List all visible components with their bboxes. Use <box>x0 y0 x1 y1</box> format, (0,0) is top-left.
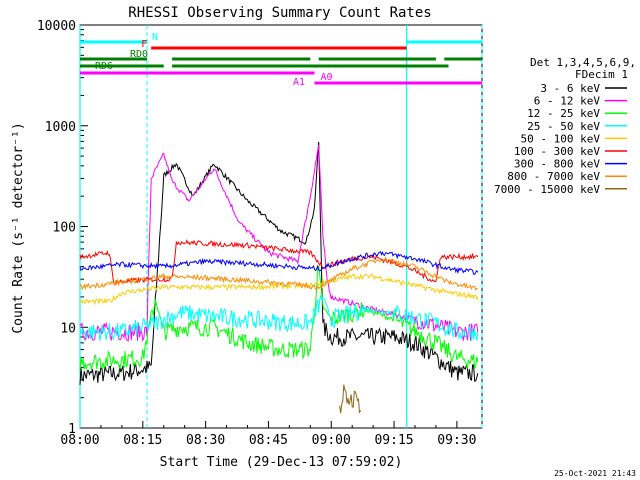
series-line <box>79 144 479 343</box>
plot-frame <box>79 24 483 429</box>
legend-label: 25 - 50 keV <box>527 120 600 133</box>
series-line <box>79 265 479 371</box>
legend-label: 12 - 25 keV <box>527 107 600 120</box>
x-tick-label: 08:00 <box>60 433 99 448</box>
legend-label: 50 - 100 keV <box>521 132 601 145</box>
y-axis-label: Count Rate (s⁻¹ detector⁻¹) <box>11 122 26 333</box>
x-tick-label: 09:30 <box>437 433 476 448</box>
x-axis-label: Start Time (29-Dec-13 07:59:02) <box>160 455 403 470</box>
flag-label: A1 <box>293 77 305 88</box>
legend-header-2: FDecim 1 <box>575 68 628 81</box>
y-tick-label: 1000 <box>45 120 76 135</box>
y-tick-label: 10000 <box>37 19 76 34</box>
x-tick-label: 09:00 <box>312 433 351 448</box>
series-group <box>79 141 479 414</box>
legend-label: 100 - 300 keV <box>514 145 600 158</box>
legend-label: 300 - 800 keV <box>514 158 600 171</box>
legend-label: 7000 - 15000 keV <box>494 183 600 196</box>
flag-label: RD0 <box>130 49 148 60</box>
time-markers <box>79 25 483 428</box>
flag-label: F <box>141 39 147 50</box>
series-line <box>79 239 479 286</box>
legend-label: 3 - 6 keV <box>540 82 600 95</box>
legend-label: 800 - 7000 keV <box>507 170 600 183</box>
axis-ticks: 08:00 08:15 08:30 08:45 09:00 09:15 09:30 1 10 10… <box>37 19 477 448</box>
series-line <box>79 256 478 291</box>
series-line <box>79 250 479 275</box>
series-line <box>79 295 479 341</box>
x-tick-label: 08:45 <box>249 433 288 448</box>
legend-header-1: Det 1,3,4,5,6,9, <box>530 56 636 69</box>
y-tick-label: 100 <box>53 221 76 236</box>
series-line <box>79 141 479 385</box>
flag-label: N <box>152 32 158 43</box>
series-line <box>339 384 362 414</box>
x-tick-label: 08:30 <box>186 433 225 448</box>
flag-label: RD6 <box>95 61 113 72</box>
footer-date: 25-Oct-2021 21:43 <box>554 469 636 478</box>
y-tick-label: 10 <box>60 321 76 336</box>
legend-label: 6 - 12 keV <box>534 95 601 108</box>
x-tick-label: 08:15 <box>123 433 162 448</box>
chart-title: RHESSI Observing Summary Count Rates <box>128 5 431 21</box>
x-tick-label: 09:15 <box>374 433 413 448</box>
flag-label: A0 <box>321 72 333 83</box>
y-tick-label: 1 <box>68 422 76 437</box>
series-line <box>79 272 479 306</box>
